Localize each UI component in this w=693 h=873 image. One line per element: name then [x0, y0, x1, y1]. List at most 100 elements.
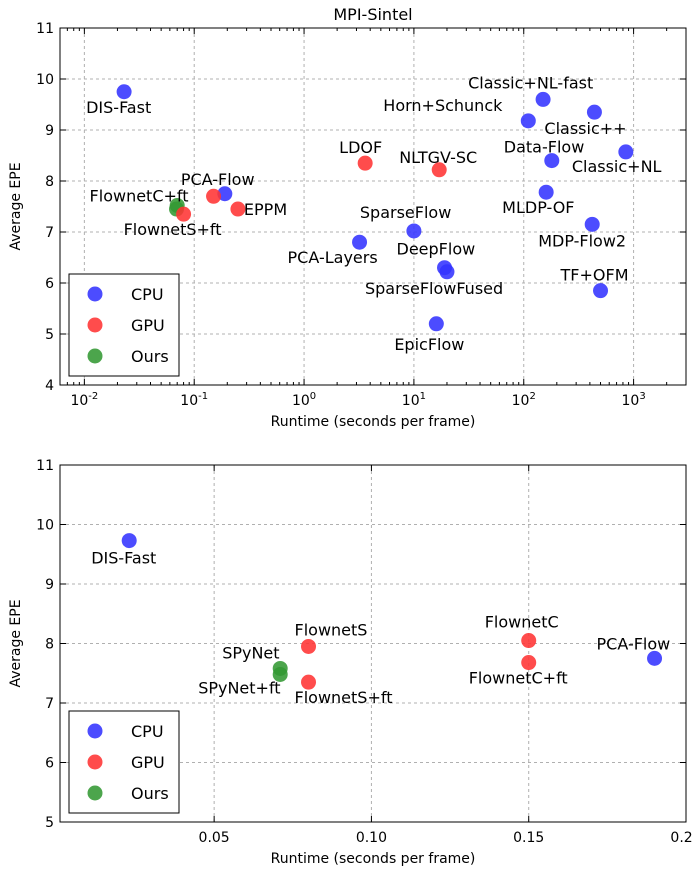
data-label: Classic+NL-fast	[468, 73, 593, 92]
x-tick-exponent: 0	[310, 391, 316, 402]
data-point	[544, 153, 560, 169]
chart-panel-2: 5 6 7 8 9 10 11 0.05 0.10 0.15 0.20 Runtime (second…	[8, 458, 693, 867]
data-label: MLDP-OF	[502, 198, 574, 217]
y-tick-label: 5	[45, 327, 54, 343]
y-tick-label: 7	[45, 225, 54, 241]
y-tick-label: 8	[45, 637, 54, 653]
x-axis-label: Runtime (seconds per frame)	[271, 851, 476, 867]
x-tick-label: 103	[621, 391, 645, 409]
x-tick-label: 10-2	[70, 391, 98, 409]
x-tick-exponent: -2	[88, 391, 98, 402]
data-label: Horn+Schunck	[383, 96, 503, 115]
legend-marker	[87, 317, 103, 333]
y-tick-label: 9	[45, 123, 54, 139]
data-label: DeepFlow	[397, 240, 476, 259]
data-label: NLTGV-SC	[399, 148, 477, 167]
data-label: LDOF	[339, 138, 382, 157]
data-label: DIS-Fast	[86, 98, 151, 117]
y-tick-label: 9	[45, 577, 54, 593]
data-point	[352, 234, 368, 250]
data-label: FlownetC+ft	[90, 186, 189, 205]
y-tick-label: 7	[45, 696, 54, 712]
x-tick-label: 0.10	[356, 830, 387, 846]
legend-marker	[87, 348, 103, 364]
legend-marker	[87, 723, 103, 739]
data-point	[538, 184, 554, 200]
x-tick-label: 0.05	[199, 830, 230, 846]
data-point	[521, 655, 537, 671]
y-tick-label: 11	[36, 458, 54, 474]
legend-marker	[87, 754, 103, 770]
legend-marker	[87, 286, 103, 302]
data-label: Data-Flow	[504, 138, 585, 157]
plot-frame	[59, 464, 687, 823]
data-point	[230, 201, 246, 217]
data-label: MDP-Flow2	[538, 231, 626, 250]
legend-label: CPU	[131, 722, 164, 741]
x-tick-label: 0.15	[513, 830, 544, 846]
data-label: EPPM	[244, 200, 287, 219]
x-tick-exponent: 1	[420, 391, 426, 402]
x-tick-exponent: 2	[529, 391, 535, 402]
data-point	[593, 283, 609, 299]
y-tick-label: 11	[36, 21, 54, 37]
x-tick-exponent: 3	[639, 391, 645, 402]
x-axis-label: Runtime (seconds per frame)	[271, 414, 476, 430]
x-tick-label: 101	[402, 391, 426, 409]
y-tick-label: 6	[45, 276, 54, 292]
data-label: PCA-Flow	[181, 170, 255, 189]
legend-box	[68, 710, 180, 814]
data-point	[357, 155, 373, 171]
y-tick-label: 6	[45, 756, 54, 772]
data-point	[301, 674, 317, 690]
legend-label: CPU	[131, 285, 164, 304]
data-point	[521, 633, 537, 649]
y-tick-label: 8	[45, 174, 54, 190]
data-label: FlownetS+ft	[295, 688, 393, 707]
data-label: PCA-Flow	[597, 634, 671, 653]
data-label: SPyNet+ft	[198, 678, 280, 697]
x-tick-label: 0.20	[670, 830, 693, 846]
y-tick-label: 4	[45, 378, 54, 394]
data-point	[406, 223, 422, 239]
data-label: FlownetC+ft	[469, 669, 568, 688]
data-point	[618, 144, 634, 160]
x-tick-exponent: -1	[198, 391, 208, 402]
x-tick-label: 10-1	[180, 391, 208, 409]
data-label: SparseFlowFused	[365, 279, 503, 298]
legend-label: Ours	[131, 347, 169, 366]
data-point	[584, 216, 600, 232]
data-point	[217, 186, 233, 202]
x-tick-label: 100	[292, 391, 316, 409]
plot-frame	[59, 27, 687, 386]
data-label: FlownetS+ft	[124, 220, 222, 239]
legend: CPU GPU Ours	[68, 273, 180, 377]
data-point	[272, 666, 288, 682]
data-label: FlownetS	[295, 620, 368, 639]
data-point	[647, 650, 663, 666]
y-axis-label: Average EPE	[8, 162, 24, 250]
y-tick-label: 10	[36, 518, 54, 534]
legend: CPU GPU Ours	[68, 710, 180, 814]
data-point	[176, 206, 192, 222]
data-point	[535, 91, 551, 107]
data-label: FlownetC	[485, 613, 559, 632]
data-label: SPyNet	[222, 643, 279, 662]
data-label: DIS-Fast	[91, 549, 156, 568]
legend-label: Ours	[131, 784, 169, 803]
legend-label: GPU	[131, 316, 165, 335]
data-point	[428, 316, 444, 332]
legend-label: GPU	[131, 753, 165, 772]
y-tick-label: 5	[45, 815, 54, 831]
x-tick-label: 102	[512, 391, 536, 409]
data-point	[439, 264, 455, 280]
data-point	[206, 188, 222, 204]
data-point	[301, 638, 317, 654]
data-label: Classic++	[544, 119, 626, 138]
y-axis-label: Average EPE	[8, 599, 24, 687]
legend-marker	[87, 785, 103, 801]
data-point	[116, 84, 132, 100]
data-label: PCA-Layers	[288, 248, 378, 267]
